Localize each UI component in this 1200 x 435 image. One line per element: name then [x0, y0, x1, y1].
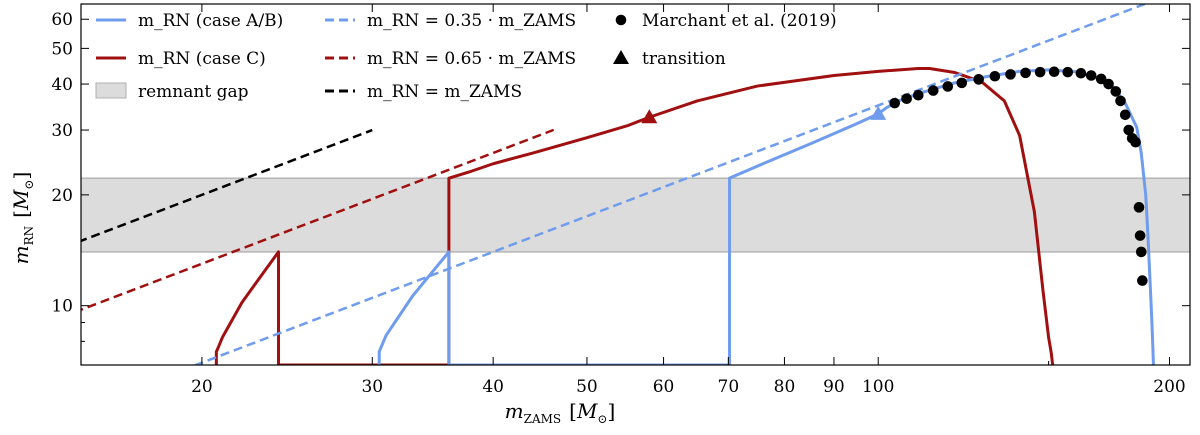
marchant-point — [1115, 95, 1126, 107]
marchant-point — [942, 81, 954, 92]
x-tick-label: 100 — [862, 377, 894, 397]
marchant-point — [901, 93, 912, 104]
y-axis-label: mRN[M⊙] — [9, 172, 36, 265]
marchant-point — [1062, 66, 1074, 78]
y-tick-label: 30 — [51, 121, 73, 141]
x-tick-label: 50 — [576, 377, 598, 397]
x-tick-label: 30 — [361, 377, 383, 397]
marchant-point — [1134, 230, 1146, 241]
marchant-point — [889, 97, 901, 109]
marchant-point — [912, 89, 924, 101]
marchant-point — [1130, 136, 1141, 148]
marchant-point — [1075, 67, 1087, 79]
plot-frame — [80, 3, 1191, 366]
marchant-point — [1103, 78, 1114, 90]
marchant-point — [1123, 124, 1135, 136]
tick-layer: 20 30 40 50 60 70 80 90 100 200 10 20 30 40 50 60 — [51, 4, 1190, 397]
marchant-point — [1135, 246, 1147, 258]
legend-label-remnant-gap: remnant gap — [138, 82, 249, 102]
legend-handle-transition — [613, 50, 629, 64]
x-tick-label: 70 — [718, 377, 740, 397]
y-tick-label: 50 — [51, 39, 73, 59]
y-tick-label: 40 — [51, 75, 73, 95]
marchant-point — [1119, 109, 1131, 121]
transition-marker — [641, 109, 658, 124]
marchant-point — [927, 85, 939, 96]
marchant-point — [956, 77, 968, 89]
marchant-point — [1133, 202, 1145, 213]
marchant-point — [1095, 73, 1107, 85]
x-tick-label: 20 — [191, 377, 213, 397]
legend-label-ref1: m_RN = m_ZAMS — [367, 82, 522, 102]
marchant-point — [1034, 66, 1046, 78]
x-tick-label: 200 — [1153, 377, 1185, 397]
x-tick-label: 90 — [823, 377, 845, 397]
marchant-point — [1048, 66, 1060, 78]
x-tick-label: 60 — [653, 377, 675, 397]
series-line-ref1 — [81, 128, 373, 243]
remnant-gap-layer — [81, 177, 1190, 253]
remnant-gap-band — [81, 178, 1190, 252]
marchant-point — [1085, 70, 1097, 81]
x-tick-label: 80 — [774, 377, 796, 397]
marker-layer — [641, 66, 1148, 286]
legend-label-marchant: Marchant et al. (2019) — [642, 11, 837, 31]
series-line-ref035 — [192, 4, 1147, 365]
y-tick-label: 10 — [51, 297, 73, 317]
marchant-point — [989, 70, 1001, 82]
marchant-point — [1020, 67, 1031, 79]
marchant-point — [1137, 275, 1148, 286]
y-tick-label: 60 — [51, 10, 73, 30]
legend-handle-marchant — [615, 14, 627, 26]
transition-marker — [870, 105, 887, 120]
marchant-point — [973, 74, 984, 85]
series-line-caseC — [214, 66, 1055, 365]
y-tick-label: 20 — [51, 186, 73, 206]
legend: m_RN (case A/B) m_RN (case C) remnant gap m… — [95, 11, 837, 102]
legend-label-case-ab: m_RN (case A/B) — [138, 11, 283, 31]
marchant-point — [1110, 86, 1122, 97]
series-line-ref065 — [81, 128, 555, 312]
x-axis-label: mZAMS [M⊙] — [505, 399, 616, 426]
legend-label-ref065: m_RN = 0.65 · m_ZAMS — [367, 49, 576, 69]
legend-label-case-c: m_RN (case C) — [138, 49, 266, 69]
marchant-point — [1005, 69, 1016, 80]
legend-handle-remnant-gap — [95, 82, 127, 99]
legend-label-transition: transition — [642, 49, 726, 69]
legend-label-ref035: m_RN = 0.35 · m_ZAMS — [367, 11, 576, 31]
x-tick-label: 40 — [482, 377, 504, 397]
